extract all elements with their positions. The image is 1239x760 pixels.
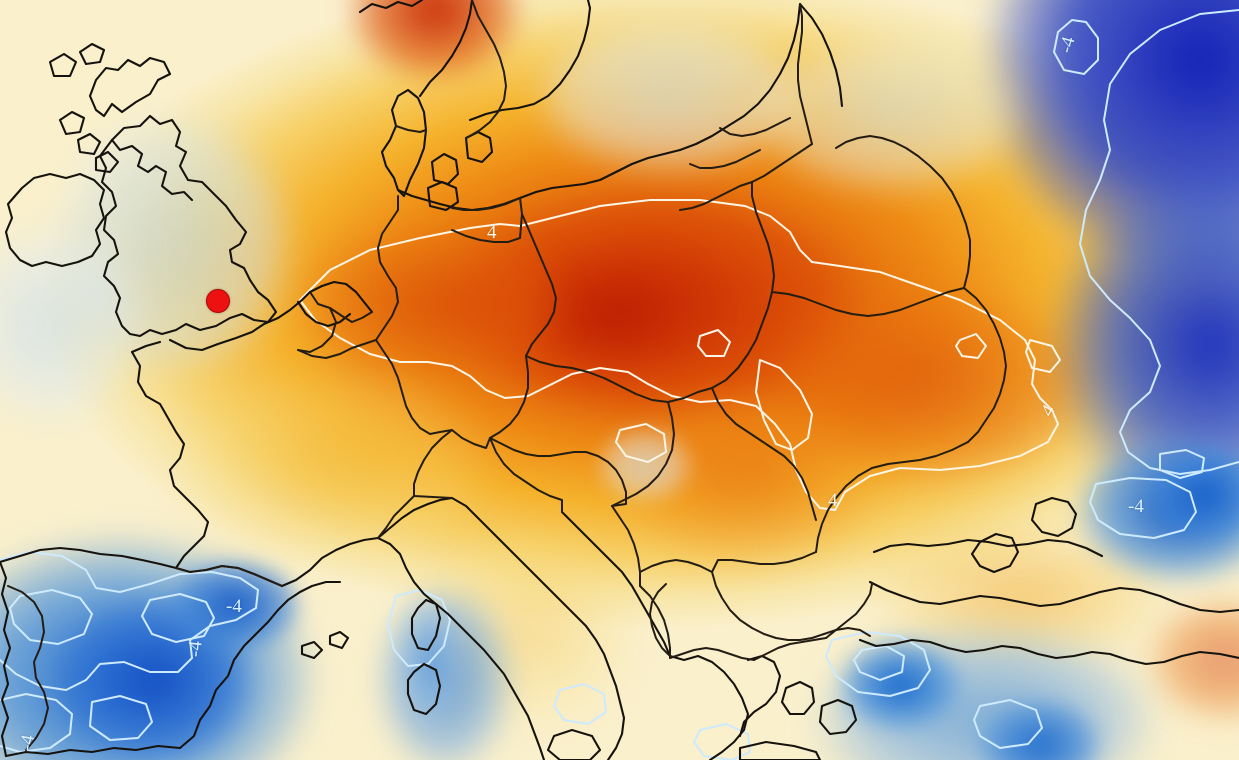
cold-anomaly-blob: [540, 20, 800, 170]
warm-anomaly-blob: [300, 230, 560, 380]
cold-anomaly-blob: [760, 40, 1020, 190]
cold-anomaly-blob: [1150, 450, 1239, 540]
national-borders: [7, 0, 1007, 751]
location-marker[interactable]: [206, 289, 230, 313]
cold-anomaly-blob: [840, 640, 960, 730]
contour-line-4: [299, 199, 1061, 511]
warm-anomaly-blob: [180, 380, 480, 560]
cold-anomaly-blob: [170, 560, 300, 650]
